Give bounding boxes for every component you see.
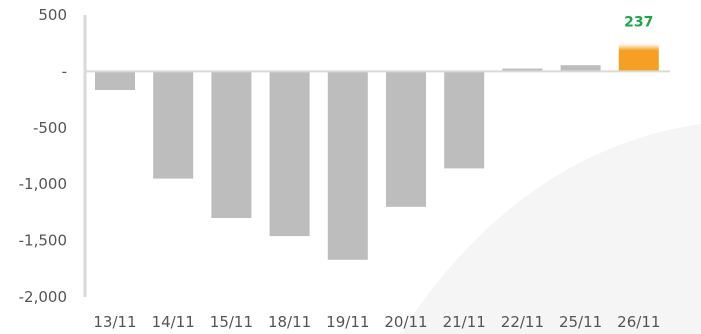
- bar: [327, 71, 368, 260]
- background-decor-shape: [400, 124, 701, 334]
- bar: [269, 71, 310, 237]
- x-tick-label: 15/11: [210, 313, 253, 331]
- y-tick-label: 500: [38, 6, 67, 24]
- x-tick-label: 22/11: [501, 313, 544, 331]
- x-tick-label: 19/11: [326, 313, 369, 331]
- y-tick-label: -2,000: [19, 288, 67, 306]
- data-label: 237: [624, 15, 653, 31]
- bar-series: [95, 44, 659, 260]
- bar: [444, 71, 485, 169]
- x-tick-label: 14/11: [152, 313, 195, 331]
- bar: [560, 65, 601, 72]
- x-tick-label: 18/11: [268, 313, 311, 331]
- bar: [153, 71, 194, 179]
- x-tick-label: 20/11: [384, 313, 427, 331]
- data-labels: 237: [624, 15, 653, 31]
- x-axis: 13/11 14/11 15/11 18/11 19/11 20/11 21/11 22/11…: [93, 313, 660, 331]
- bar: [386, 71, 426, 207]
- y-axis: 500 - -500 -1,000 -1,500 -2,000: [19, 6, 67, 306]
- x-tick-label: 13/11: [93, 313, 136, 331]
- x-tick-label: 25/11: [559, 313, 602, 331]
- x-tick-label: 21/11: [443, 313, 486, 331]
- bar-highlight: [618, 44, 659, 72]
- y-tick-label: -1,500: [19, 232, 67, 250]
- y-tick-label: -1,000: [19, 175, 67, 193]
- bar: [502, 68, 543, 72]
- y-tick-label: -: [62, 62, 67, 80]
- bar: [211, 71, 252, 219]
- bar: [95, 71, 135, 90]
- x-tick-label: 26/11: [617, 313, 660, 331]
- y-tick-label: -500: [33, 119, 67, 137]
